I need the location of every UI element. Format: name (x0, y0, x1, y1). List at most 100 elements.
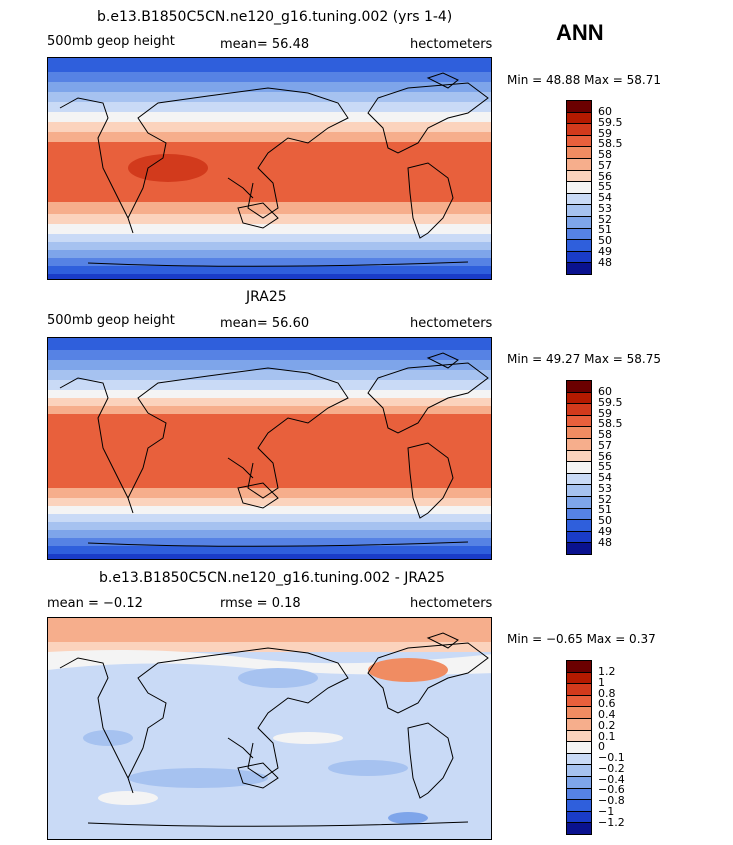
colorbar-swatch (567, 753, 591, 766)
panel2-units-label: hectometers (410, 316, 493, 331)
colorbar-swatch (567, 240, 591, 252)
colorbar-swatch (567, 672, 591, 685)
colorbar-swatch (567, 438, 591, 451)
colorbar-level-label: 0.4 (598, 708, 616, 721)
colorbar-level-label: 51 (598, 503, 612, 517)
colorbar-level-label: 57 (598, 158, 612, 172)
panel3-title: b.e13.B1850C5CN.ne120_g16.tuning.002 - J… (99, 570, 445, 586)
colorbar-swatch (567, 661, 591, 673)
panel2-colorbar (566, 380, 592, 555)
colorbar-swatch (567, 205, 591, 217)
colorbar-swatch (567, 170, 591, 183)
colorbar-level-label: 58 (598, 428, 612, 441)
colorbar-swatch (567, 531, 591, 544)
colorbar-level-label: 48 (598, 535, 612, 549)
colorbar-level-label: 59 (598, 126, 612, 140)
colorbar-level-label: 56 (598, 449, 612, 463)
colorbar-swatch (567, 800, 591, 812)
colorbar-level-label: 59 (598, 406, 612, 420)
colorbar-level-label: 0.1 (598, 729, 616, 743)
panel3-units-label: hectometers (410, 596, 493, 611)
panel1-mean-label: mean= 56.48 (220, 37, 310, 52)
colorbar-level-label: 52 (598, 492, 612, 506)
colorbar-level-label: 1.2 (598, 665, 616, 678)
colorbar-level-label: 58.5 (598, 417, 623, 431)
colorbar-swatch (567, 776, 591, 789)
colorbar-level-label: −0.4 (598, 772, 625, 786)
colorbar-level-label: 58 (598, 148, 612, 161)
colorbar-level-label: 59.5 (598, 395, 623, 409)
colorbar-swatch (567, 684, 591, 696)
colorbar-swatch (567, 228, 591, 241)
colorbar-level-label: −0.8 (598, 794, 625, 807)
panel3-contour-plot (48, 618, 491, 839)
panel2-mean-label: mean= 56.60 (220, 316, 310, 331)
colorbar-level-label: 1 (598, 675, 605, 689)
season-label: ANN (556, 20, 604, 45)
colorbar-level-label: 49 (598, 524, 612, 538)
colorbar-level-label: −0.2 (598, 761, 625, 775)
panel3-minmax: Min = −0.65 Max = 0.37 (507, 632, 656, 646)
colorbar-level-label: 55 (598, 460, 612, 474)
colorbar-level-label: −0.1 (598, 751, 625, 764)
colorbar-level-label: 54 (598, 191, 612, 204)
colorbar-level-label: −1 (598, 804, 615, 818)
colorbar-level-label: 50 (598, 234, 612, 247)
colorbar-swatch (567, 742, 591, 754)
colorbar-level-label: 53 (598, 481, 612, 495)
colorbar-level-label: 0.8 (598, 686, 616, 700)
colorbar-swatch (567, 718, 591, 731)
colorbar-swatch (567, 811, 591, 824)
colorbar-swatch (567, 427, 591, 439)
colorbar-level-label: 59.5 (598, 115, 623, 129)
colorbar-level-label: 56 (598, 169, 612, 183)
colorbar-swatch (567, 147, 591, 159)
colorbar-swatch (567, 135, 591, 148)
colorbar-swatch (567, 485, 591, 497)
colorbar-swatch (567, 415, 591, 428)
colorbar-level-label: 50 (598, 514, 612, 527)
colorbar-level-label: 0.2 (598, 718, 616, 732)
colorbar-swatch (567, 543, 591, 554)
colorbar-swatch (567, 182, 591, 194)
panel2-variable-label: 500mb geop height (47, 313, 175, 328)
colorbar-swatch (567, 462, 591, 474)
colorbar-level-label: 48 (598, 255, 612, 269)
colorbar-swatch (567, 193, 591, 206)
panel3-colorbar (566, 660, 592, 835)
colorbar-level-label: 51 (598, 223, 612, 237)
panel2-map (47, 337, 492, 560)
panel1-contour-plot (48, 58, 491, 279)
colorbar-swatch (567, 765, 591, 777)
colorbar-swatch (567, 404, 591, 416)
panel1-colorbar (566, 100, 592, 275)
panel2-title: JRA25 (246, 289, 287, 305)
colorbar-swatch (567, 496, 591, 509)
colorbar-swatch (567, 730, 591, 743)
panel1-units-label: hectometers (410, 37, 493, 52)
colorbar-swatch (567, 158, 591, 171)
colorbar-swatch (567, 788, 591, 801)
colorbar-level-label: 52 (598, 212, 612, 226)
panel2-colorbar-labels: 60 59.5 59 58.5 58 57 56 55 54 53 52 51 … (598, 386, 623, 547)
colorbar-level-label: 53 (598, 201, 612, 215)
colorbar-level-label: −1.2 (598, 815, 625, 829)
colorbar-swatch (567, 112, 591, 125)
colorbar-level-label: 0 (598, 740, 605, 754)
colorbar-swatch (567, 101, 591, 113)
panel1-map (47, 57, 492, 280)
colorbar-level-label: 0.6 (598, 697, 616, 711)
colorbar-swatch (567, 508, 591, 521)
colorbar-level-label: 58.5 (598, 137, 623, 151)
panel1-minmax: Min = 48.88 Max = 58.71 (507, 73, 661, 87)
panel2-contour-plot (48, 338, 491, 559)
colorbar-level-label: 49 (598, 244, 612, 258)
colorbar-level-label: 60 (598, 105, 612, 118)
panel1-title: b.e13.B1850C5CN.ne120_g16.tuning.002 (yr… (97, 9, 453, 25)
panel2-minmax: Min = 49.27 Max = 58.75 (507, 352, 661, 366)
colorbar-swatch (567, 381, 591, 393)
panel3-map (47, 617, 492, 840)
colorbar-swatch (567, 251, 591, 264)
colorbar-swatch (567, 695, 591, 708)
panel1-colorbar-labels: 60 59.5 59 58.5 58 57 56 55 54 53 52 51 … (598, 106, 623, 267)
